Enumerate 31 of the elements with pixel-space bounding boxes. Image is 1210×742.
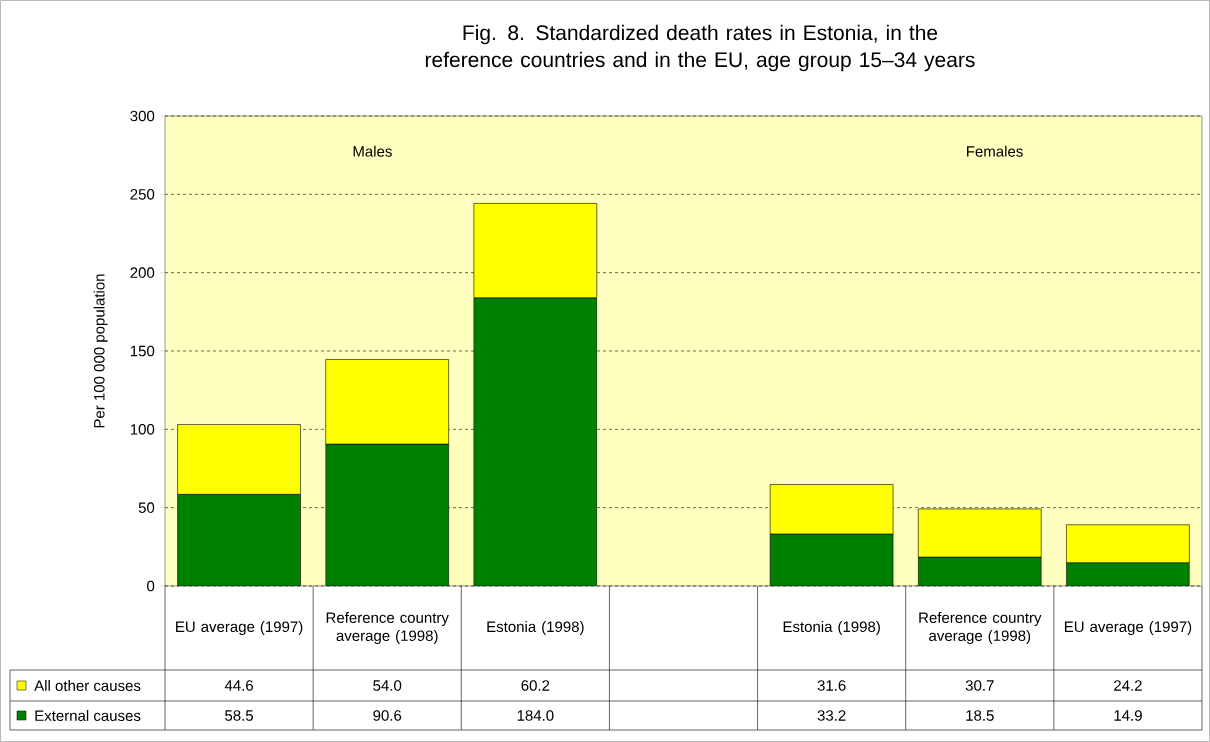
y-tick-label: 150 (130, 345, 155, 357)
data-label: 30.7 (965, 680, 994, 691)
data-label: 14.9 (1114, 710, 1142, 721)
data-label: 58.5 (225, 710, 254, 721)
y-tick-label: 200 (130, 267, 155, 278)
annotation: Males (353, 145, 392, 157)
y-tick-label: 250 (130, 189, 155, 200)
x-tick-label: Reference country average (1998) (326, 612, 449, 644)
legend-label: External causes (35, 709, 141, 721)
data-label: 90.6 (373, 710, 402, 721)
data-label: 31.6 (817, 680, 846, 691)
data-label: 24.2 (1114, 680, 1142, 691)
y-tick-label: 0 (147, 580, 155, 592)
data-label: 184.0 (517, 710, 554, 721)
y-axis-title: Per 100 000 population (93, 274, 108, 428)
data-label: 60.2 (521, 680, 550, 691)
x-tick-label: EU average (1997) (1064, 621, 1192, 635)
data-label: 18.5 (966, 710, 994, 721)
x-tick-label: Estonia (1998) (783, 621, 880, 635)
annotation: Females (967, 145, 1023, 157)
legend-label: All other causes (34, 679, 141, 691)
x-tick-label: EU average (1997) (176, 621, 303, 635)
y-tick-label: 300 (130, 110, 155, 122)
data-label: 33.2 (817, 710, 846, 721)
data-label: 54.0 (373, 680, 402, 691)
x-tick-label: Estonia (1998) (487, 621, 584, 635)
y-tick-label: 100 (130, 424, 155, 435)
x-tick-label: Reference country average (1998) (919, 612, 1042, 644)
y-tick-label: 50 (138, 502, 155, 513)
data-label: 44.6 (224, 680, 254, 691)
chart-title: Fig. 8. Standardized death rates in Estonia, in the reference countries and in the EU, age group 15–34 years (425, 24, 975, 72)
